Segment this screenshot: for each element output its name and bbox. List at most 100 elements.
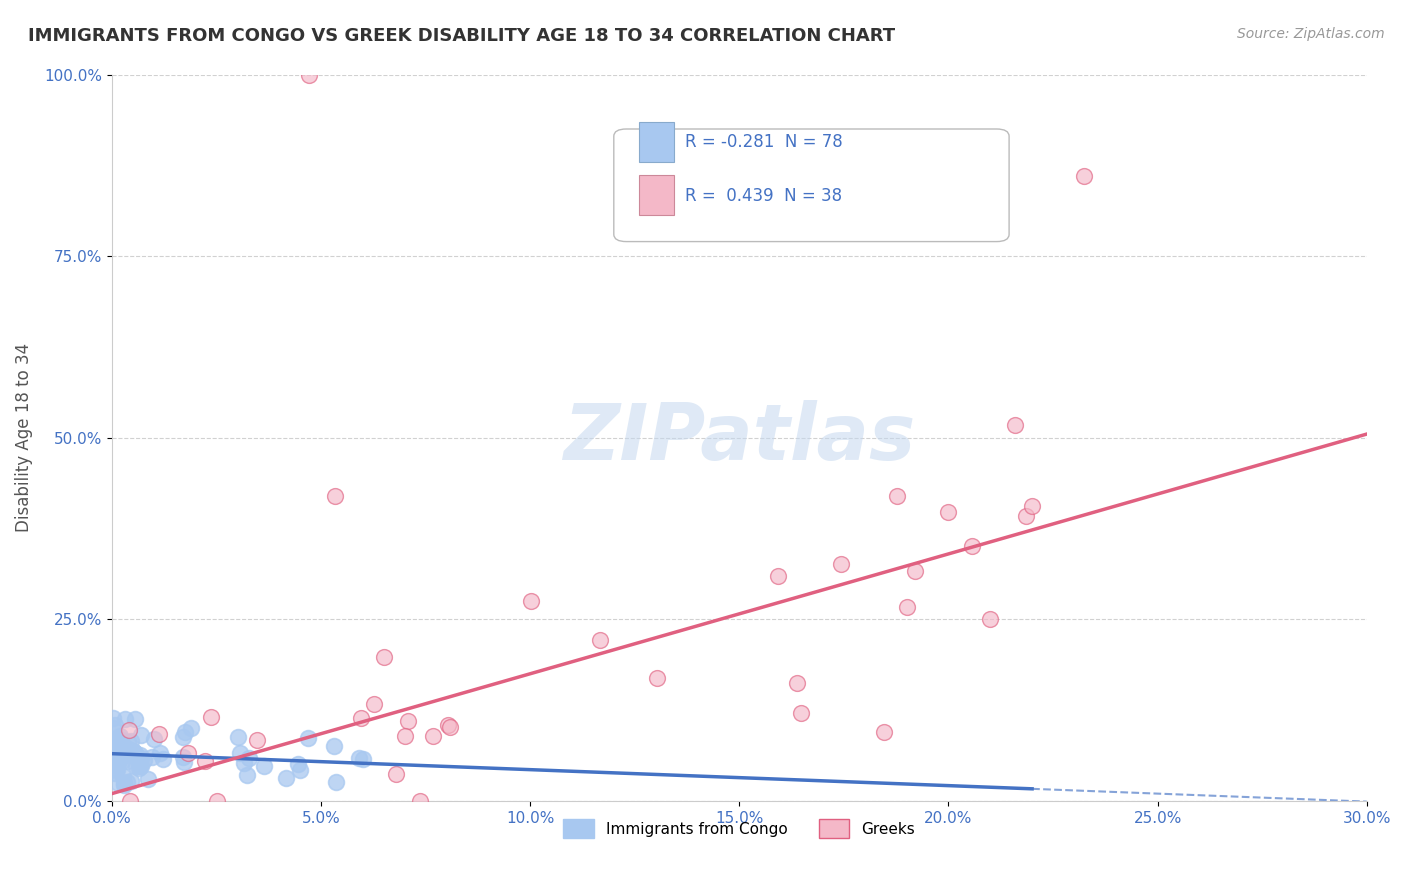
Point bbox=[409, 794, 432, 808]
Point bbox=[373, 649, 395, 664]
Point bbox=[107, 756, 129, 770]
Point bbox=[276, 771, 298, 785]
Point bbox=[111, 737, 134, 751]
Point bbox=[350, 711, 373, 725]
Point bbox=[141, 750, 163, 764]
Text: Source: ZipAtlas.com: Source: ZipAtlas.com bbox=[1237, 27, 1385, 41]
Point bbox=[246, 733, 269, 747]
Point bbox=[129, 758, 152, 772]
Point bbox=[142, 732, 165, 747]
Point bbox=[437, 718, 460, 732]
Point bbox=[104, 718, 127, 732]
Point bbox=[148, 726, 170, 740]
Point bbox=[207, 794, 229, 808]
Point bbox=[1004, 417, 1026, 432]
Point bbox=[103, 711, 125, 725]
Point bbox=[107, 743, 129, 757]
Point bbox=[124, 746, 146, 760]
Point bbox=[645, 671, 668, 685]
Point bbox=[960, 539, 983, 553]
Point bbox=[134, 753, 156, 767]
Point bbox=[149, 746, 172, 760]
Point bbox=[107, 734, 129, 748]
Point bbox=[287, 757, 309, 772]
Point bbox=[979, 612, 1001, 626]
Point bbox=[108, 732, 131, 747]
Point bbox=[128, 761, 150, 775]
Point bbox=[105, 738, 128, 752]
Point bbox=[103, 751, 125, 765]
Point bbox=[121, 744, 143, 758]
Point bbox=[112, 740, 135, 755]
Point bbox=[228, 731, 250, 745]
Point bbox=[323, 739, 346, 753]
Point bbox=[112, 769, 135, 783]
Bar bbox=[638, 121, 673, 161]
Point bbox=[232, 756, 254, 770]
Point bbox=[904, 564, 927, 578]
Point bbox=[152, 752, 174, 766]
Point bbox=[238, 751, 260, 765]
Legend: Immigrants from Congo, Greeks: Immigrants from Congo, Greeks bbox=[557, 814, 921, 844]
Point bbox=[101, 742, 124, 756]
Point bbox=[229, 746, 252, 760]
Text: R =  0.439  N = 38: R = 0.439 N = 38 bbox=[685, 186, 842, 205]
Point bbox=[174, 725, 197, 739]
Point bbox=[118, 723, 141, 737]
Point bbox=[105, 764, 128, 778]
Point bbox=[177, 747, 200, 761]
Point bbox=[786, 675, 808, 690]
Point bbox=[325, 775, 347, 789]
Point bbox=[104, 751, 127, 765]
Point bbox=[129, 728, 152, 742]
Point bbox=[107, 753, 129, 767]
Point bbox=[200, 710, 222, 724]
Point bbox=[288, 763, 311, 777]
Point bbox=[108, 737, 131, 751]
Point bbox=[118, 794, 141, 808]
Point bbox=[114, 712, 136, 726]
Point bbox=[120, 774, 142, 789]
Point bbox=[347, 751, 370, 765]
Point bbox=[117, 735, 139, 749]
Point bbox=[128, 748, 150, 763]
Y-axis label: Disability Age 18 to 34: Disability Age 18 to 34 bbox=[15, 343, 32, 533]
Point bbox=[131, 759, 153, 773]
Bar bbox=[638, 175, 673, 215]
Point bbox=[118, 746, 141, 760]
Point bbox=[115, 775, 138, 789]
Point bbox=[101, 747, 124, 762]
Point bbox=[125, 759, 148, 773]
Point bbox=[120, 734, 142, 748]
Point bbox=[766, 569, 789, 583]
Point bbox=[1021, 499, 1043, 513]
Point bbox=[1073, 169, 1095, 184]
Point bbox=[363, 697, 385, 711]
Point bbox=[384, 766, 406, 780]
Point bbox=[103, 736, 125, 750]
Point bbox=[136, 772, 159, 786]
Point bbox=[790, 706, 813, 721]
Point bbox=[589, 633, 612, 648]
Text: ZIPatlas: ZIPatlas bbox=[564, 400, 915, 475]
Point bbox=[896, 600, 918, 615]
Point bbox=[422, 729, 444, 743]
Point bbox=[114, 747, 136, 762]
Text: IMMIGRANTS FROM CONGO VS GREEK DISABILITY AGE 18 TO 34 CORRELATION CHART: IMMIGRANTS FROM CONGO VS GREEK DISABILIT… bbox=[28, 27, 896, 45]
Point bbox=[394, 729, 416, 743]
FancyBboxPatch shape bbox=[614, 129, 1010, 242]
Point bbox=[830, 557, 852, 571]
Point bbox=[103, 757, 125, 772]
Point bbox=[117, 743, 139, 757]
Point bbox=[396, 714, 419, 729]
Point bbox=[298, 68, 321, 82]
Point bbox=[439, 720, 461, 734]
Point bbox=[253, 759, 276, 773]
Point bbox=[886, 489, 908, 503]
Point bbox=[172, 750, 194, 764]
Point bbox=[110, 754, 132, 768]
Point bbox=[107, 776, 129, 790]
Point bbox=[112, 775, 135, 789]
Point bbox=[108, 753, 131, 767]
Text: R = -0.281  N = 78: R = -0.281 N = 78 bbox=[685, 133, 844, 151]
